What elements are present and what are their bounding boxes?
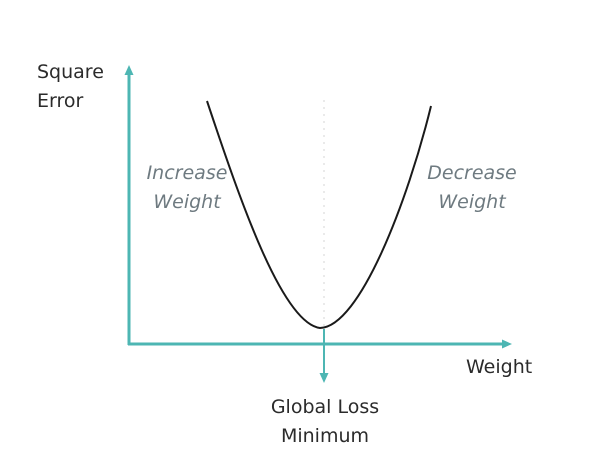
x-axis-arrowhead <box>502 339 512 349</box>
increase-weight-line1: Increase <box>146 162 228 184</box>
y-axis-label-line1: Square <box>37 61 104 83</box>
x-axis-label: Weight <box>466 356 533 378</box>
global-loss-minimum-line1: Global Loss <box>270 396 380 418</box>
decrease-weight-hint: Decrease Weight <box>425 159 519 217</box>
y-axis-label: Square Error <box>37 58 104 116</box>
loss-curve <box>206 100 432 330</box>
minimum-pointer-arrowhead <box>319 373 329 383</box>
global-loss-minimum-line2: Minimum <box>280 425 370 447</box>
increase-weight-line2: Weight <box>153 191 221 213</box>
decrease-weight-line1: Decrease <box>427 162 517 184</box>
y-axis-arrowhead <box>124 65 134 75</box>
global-loss-minimum-label: Global Loss Minimum <box>255 393 395 451</box>
decrease-weight-line2: Weight <box>438 191 506 213</box>
increase-weight-hint: Increase Weight <box>144 159 230 217</box>
y-axis-label-line2: Error <box>37 90 84 112</box>
